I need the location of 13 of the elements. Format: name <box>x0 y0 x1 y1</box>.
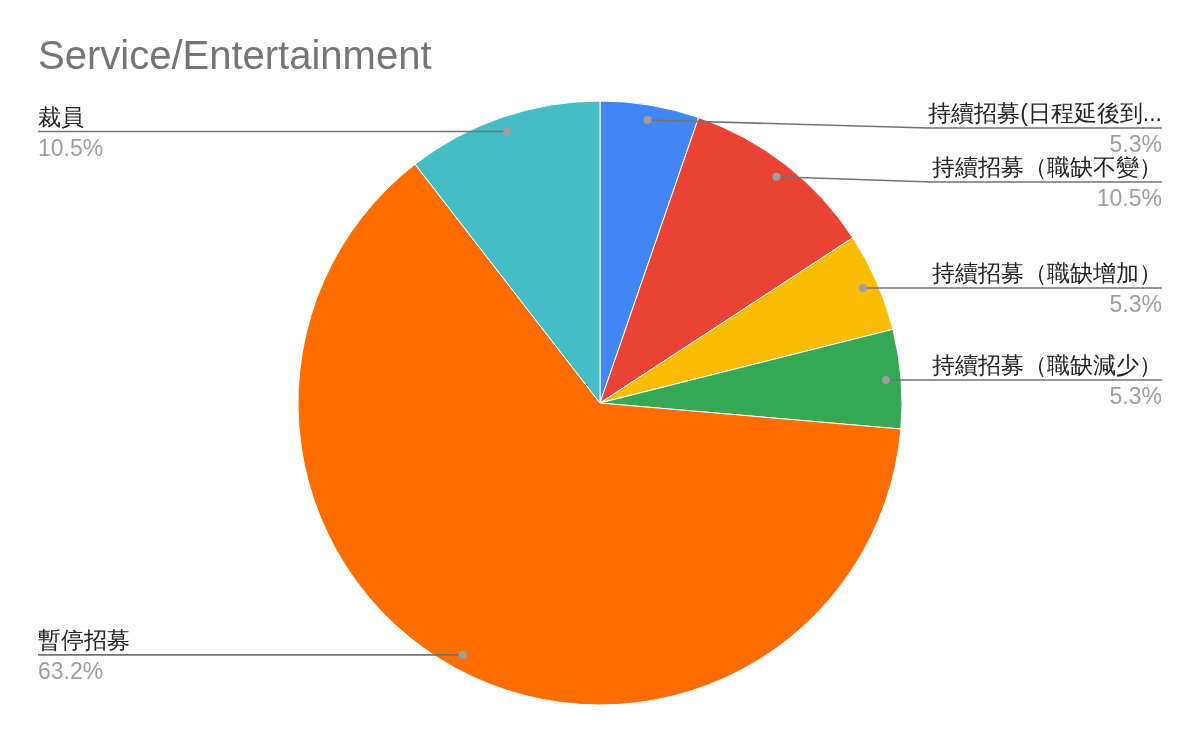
slice-label: 持續招募(日程延後到... <box>928 100 1162 126</box>
data-label: 63.2% <box>38 657 104 684</box>
chart-title: Service/Entertainment <box>38 33 432 77</box>
data-label: 5.3% <box>1109 131 1162 157</box>
slice-label: 持續招募（職缺增加） <box>932 259 1162 286</box>
data-label: 5.3% <box>1109 290 1162 317</box>
data-label: 10.5% <box>1096 185 1162 211</box>
data-label: 5.3% <box>1109 383 1162 410</box>
slice-label: 裁員 <box>38 103 84 130</box>
slice-label: 持續招募（職缺不變） <box>932 154 1162 180</box>
slice-label: 持續招募（職缺減少） <box>932 352 1162 379</box>
data-label: 10.5% <box>38 134 104 161</box>
slice-label: 暫停招募 <box>38 626 130 653</box>
